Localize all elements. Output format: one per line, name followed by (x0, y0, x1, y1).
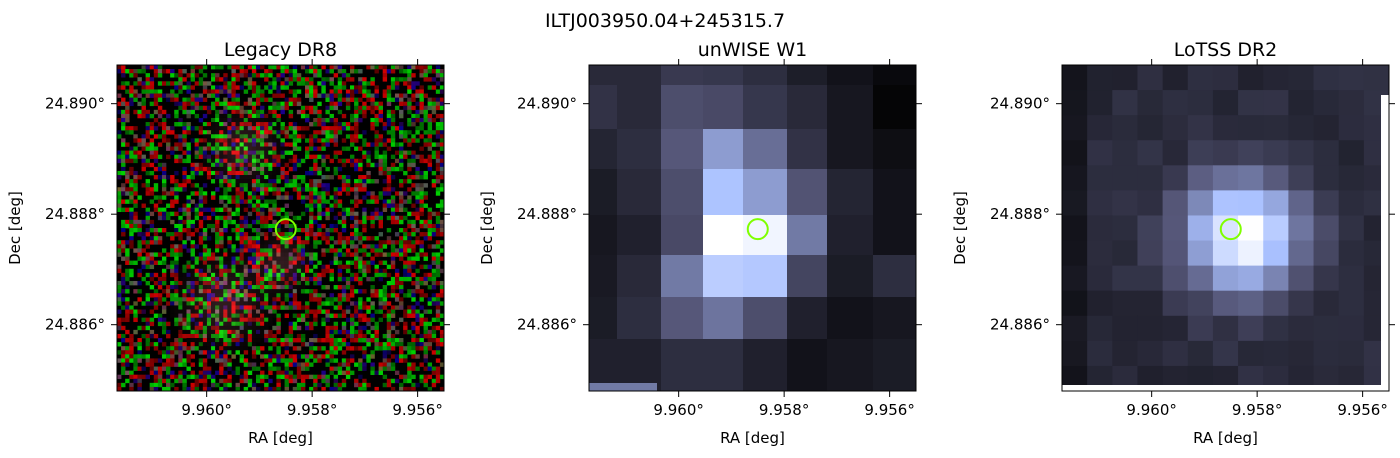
source-marker-circle (274, 218, 297, 241)
panel-3: LoTSS DR2 9.960° 9.958° 9.956° 24.890° 24.888… (951, 39, 1395, 447)
x-tick-label: 9.960° (181, 401, 231, 419)
x-axis-label: RA [deg] (248, 429, 313, 447)
y-tick-label: 24.890° (45, 95, 105, 113)
panel-1: Legacy DR8 9.960° 9.958° 9.956° 24.890° 24.88… (6, 39, 450, 447)
y-tick-label: 24.888° (990, 205, 1050, 223)
y-axis-label: Dec [deg] (6, 191, 24, 265)
y-tick-label: 24.886° (517, 316, 577, 334)
y-tick-label: 24.890° (990, 95, 1050, 113)
panels: Legacy DR8 9.960° 9.958° 9.956° 24.890° 24.88… (6, 39, 1395, 447)
x-tick-label: 9.956° (1337, 401, 1387, 419)
edge-strip (1381, 95, 1389, 391)
panel-title: unWISE W1 (698, 39, 807, 61)
x-tick-label: 9.958° (1232, 401, 1282, 419)
axes-frame (588, 64, 917, 392)
panel-2: unWISE W1 9.960° 9.958° 9.956° 24.890° 24.888… (478, 39, 922, 447)
panel-image (117, 65, 445, 392)
y-tick-label: 24.888° (45, 205, 105, 223)
panel-image (589, 65, 917, 392)
axes-frame (116, 64, 445, 392)
y-tick-label: 24.890° (517, 95, 577, 113)
y-tick-label: 24.886° (990, 316, 1050, 334)
y-axis-label: Dec [deg] (951, 191, 969, 265)
panel-title: LoTSS DR2 (1174, 39, 1278, 61)
source-marker-circle (746, 218, 769, 241)
x-tick-label: 9.956° (392, 401, 442, 419)
source-marker-circle (1219, 218, 1242, 241)
y-axis-label: Dec [deg] (478, 191, 496, 265)
x-tick-label: 9.958° (287, 401, 337, 419)
panel-title: Legacy DR8 (224, 39, 337, 61)
x-tick-label: 9.956° (864, 401, 914, 419)
x-axis-label: RA [deg] (720, 429, 785, 447)
panel-image (1062, 65, 1390, 392)
x-tick-label: 9.960° (653, 401, 703, 419)
x-axis-label: RA [deg] (1193, 429, 1258, 447)
x-tick-label: 9.958° (759, 401, 809, 419)
y-tick-label: 24.886° (45, 316, 105, 334)
x-tick-label: 9.960° (1126, 401, 1176, 419)
edge-strip (1062, 385, 1389, 391)
axes-frame (1061, 64, 1390, 392)
figure-title: ILTJ003950.04+245315.7 (545, 10, 785, 32)
y-tick-label: 24.888° (517, 205, 577, 223)
